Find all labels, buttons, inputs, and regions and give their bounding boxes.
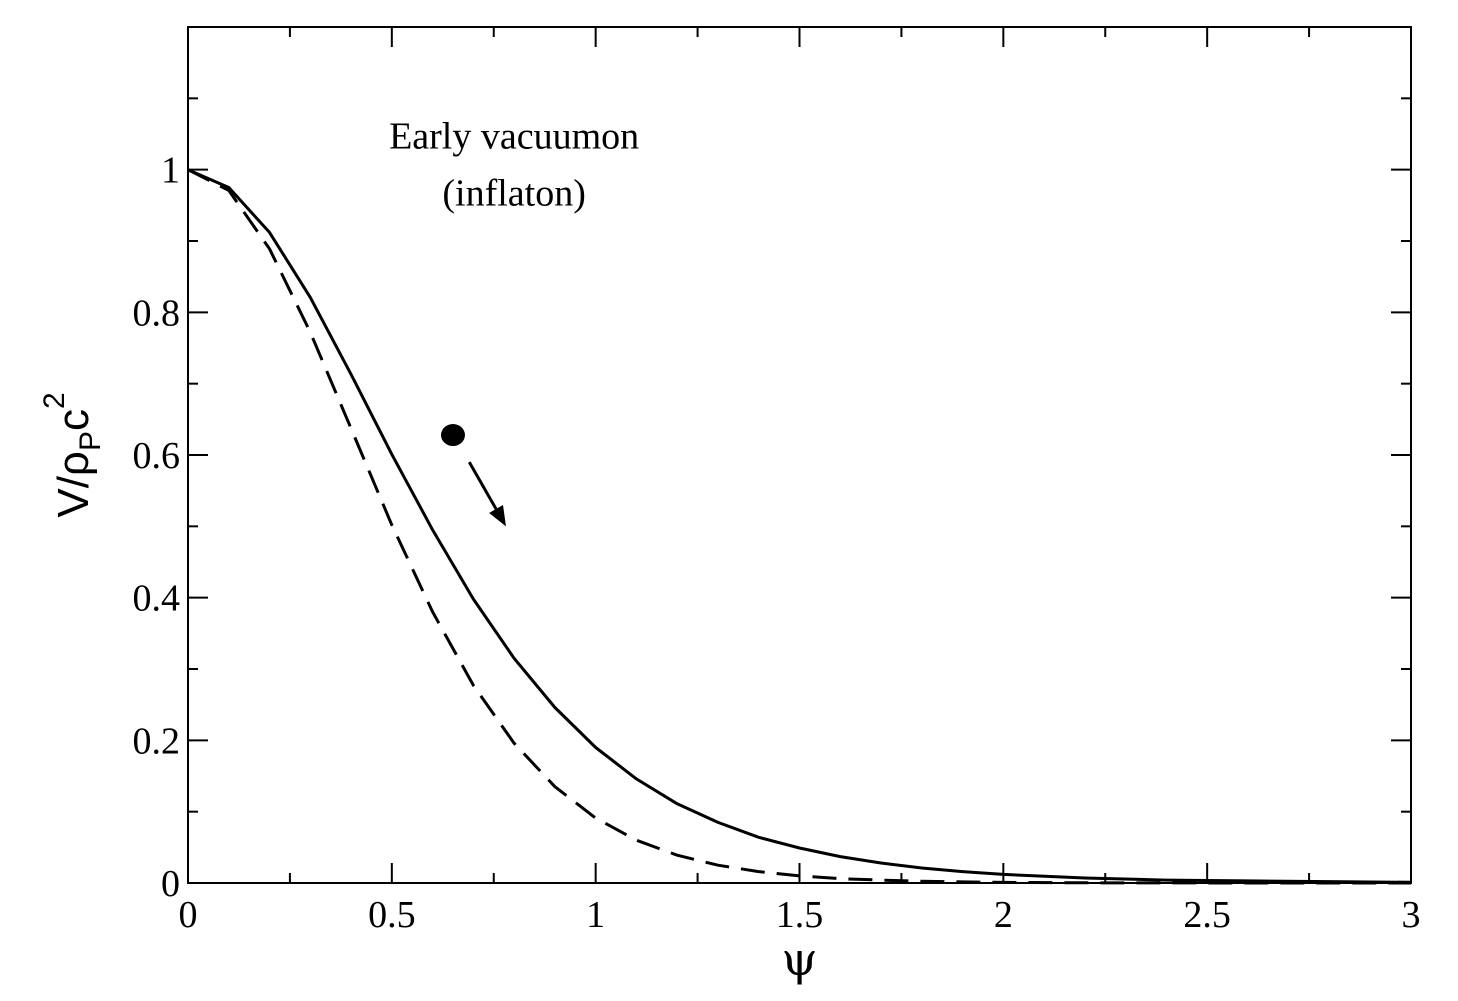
ball-marker xyxy=(440,424,465,447)
y-tick-label: 0.4 xyxy=(133,578,181,620)
minor-ticks xyxy=(188,27,1411,883)
y-label-superscript: 2 xyxy=(38,392,71,409)
x-tick-label: 1.5 xyxy=(776,894,824,936)
x-tick-label: 2 xyxy=(994,894,1013,936)
x-tick-label: 0 xyxy=(179,894,198,936)
annotation-line-2: (inflaton) xyxy=(442,172,586,214)
y-tick-label: 0 xyxy=(161,863,180,905)
y-tick-label: 1 xyxy=(161,150,180,192)
y-tick-label: 0.2 xyxy=(133,720,181,762)
plot-frame xyxy=(187,26,1412,884)
series-group xyxy=(187,168,1412,885)
x-tick-labels: 0 0.5 1 1.5 2 2.5 3 xyxy=(179,894,1421,936)
arrow-shaft xyxy=(467,461,498,510)
y-label-main: V/ρ xyxy=(49,451,98,518)
x-tick-label: 0.5 xyxy=(368,894,416,936)
arrow-head-icon xyxy=(489,504,506,527)
series-line-solid xyxy=(187,168,1412,884)
y-axis-label: V/ρPc2 xyxy=(38,392,107,517)
x-tick-label: 3 xyxy=(1402,894,1421,936)
x-axis-label: ψ xyxy=(781,932,817,986)
annotation-line-1: Early vacuumon xyxy=(389,115,639,157)
x-tick-label: 1 xyxy=(586,894,605,936)
series-line-dashed xyxy=(187,168,1411,885)
y-tick-label: 0.8 xyxy=(133,292,181,334)
major-ticks xyxy=(187,27,1412,884)
y-tick-labels: 0 0.2 0.4 0.6 0.8 1 xyxy=(133,150,181,905)
y-tick-label: 0.6 xyxy=(133,435,181,477)
y-label-subscript: P xyxy=(74,431,107,451)
y-label-tail: c xyxy=(49,409,98,431)
x-tick-label: 2.5 xyxy=(1183,894,1231,936)
